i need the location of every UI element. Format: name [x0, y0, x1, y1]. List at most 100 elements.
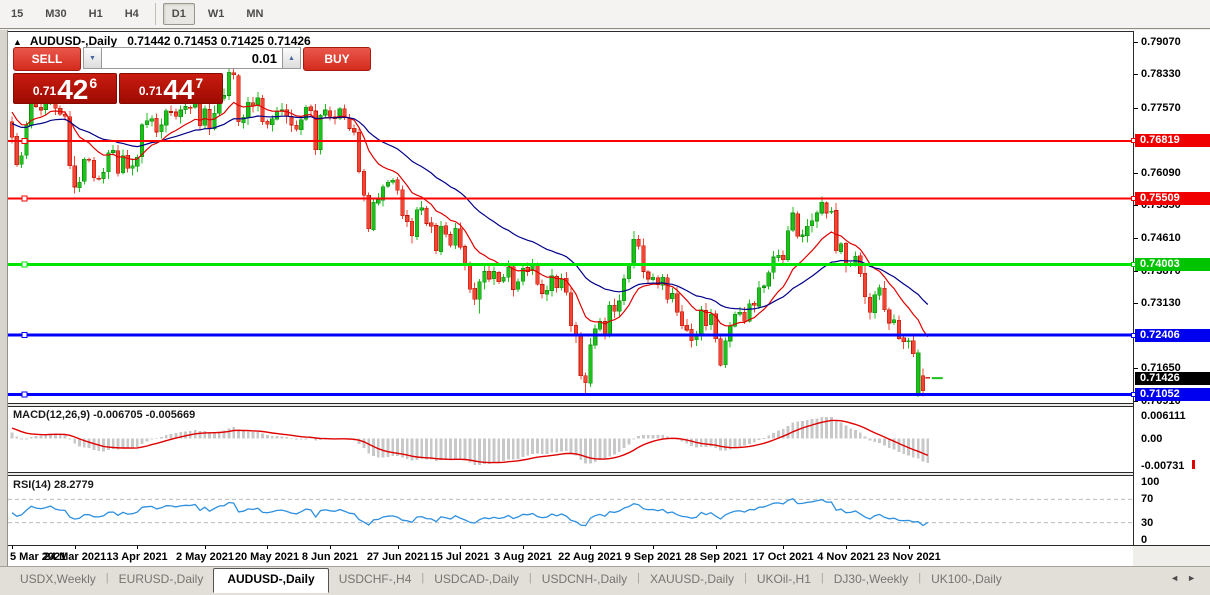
timeframe-button-m30[interactable]: M30	[45, 8, 67, 20]
separator-macd-rsi-bottom	[8, 475, 1210, 476]
tab-scroll-right-icon[interactable]: ►	[1187, 573, 1196, 583]
tab-scrollers: ◄ ►	[1170, 567, 1210, 583]
volume-input[interactable]	[102, 47, 282, 69]
tab-uk100-daily[interactable]: UK100-,Daily	[931, 572, 1002, 586]
price-tick-mark	[1134, 42, 1138, 43]
symbol-title: AUDUSD-,Daily	[29, 34, 118, 48]
price-tick-mark	[1134, 205, 1138, 206]
window-left-edge	[0, 30, 8, 595]
date-tick-mark	[330, 546, 331, 549]
buy-price-main: 44	[163, 74, 195, 105]
tab-usdcnh-daily[interactable]: USDCNH-,Daily	[541, 572, 628, 586]
price-tick-mark	[1134, 108, 1138, 109]
macd-current-marker	[1192, 460, 1195, 469]
tab-usdx-weekly[interactable]: USDX,Weekly	[20, 572, 96, 586]
tab-dj30-weekly[interactable]: DJ30-,Weekly	[833, 572, 909, 586]
rsi-scale-label: 0	[1141, 534, 1148, 546]
sell-price-box[interactable]: 0.71 42 6	[13, 73, 117, 104]
hline-axis-handle[interactable]	[1131, 196, 1136, 201]
price-tick-label: 0.76090	[1141, 167, 1181, 179]
hline-axis-handle[interactable]	[1131, 138, 1136, 143]
price-tick-mark	[1134, 74, 1138, 75]
timeframe-button-mn[interactable]: MN	[246, 8, 264, 20]
hline-axis-handle[interactable]	[1131, 392, 1136, 397]
volume-decrease-button[interactable]: ▼	[83, 47, 102, 69]
date-tick-mark	[75, 546, 76, 549]
level-price-badge: 0.72406	[1135, 329, 1210, 342]
hline-axis-handle[interactable]	[1131, 262, 1136, 267]
ohlc-quotes: 0.71442 0.71453 0.71425 0.71426	[127, 34, 311, 48]
volume-increase-button[interactable]: ▲	[282, 47, 301, 69]
hline-0.72406[interactable]	[8, 332, 1133, 339]
sell-price-main: 42	[57, 74, 89, 105]
collapse-triangle-icon[interactable]: ▲	[13, 37, 22, 47]
hline-axis-handle[interactable]	[1131, 333, 1136, 338]
hline-0.75509[interactable]	[8, 195, 1133, 202]
hline-0.71052[interactable]	[8, 391, 1133, 398]
tab-xauusd-daily[interactable]: XAUUSD-,Daily	[649, 572, 734, 586]
tab-usdcad-daily[interactable]: USDCAD-,Daily	[434, 572, 519, 586]
separator-macd-rsi-gap	[8, 473, 1210, 475]
date-label: 2 May 2021	[175, 551, 235, 563]
date-tick-mark	[909, 546, 910, 549]
separator-main-macd-bottom	[8, 406, 1210, 407]
rsi-label: RSI(14) 28.2779	[13, 479, 94, 491]
tab-usdchf-h4[interactable]: USDCHF-,H4	[338, 572, 412, 586]
sell-price-pip: 6	[89, 75, 98, 91]
chart-top-border	[8, 31, 1210, 32]
buy-price-prefix: 0.71	[138, 84, 163, 98]
tab-separator: |	[918, 572, 922, 584]
symbol-tab-bar: USDX,Weekly | EURUSD-,Daily AUDUSD-,Daily US…	[0, 566, 1210, 595]
date-tick-mark	[137, 546, 138, 549]
tab-separator: |	[421, 572, 425, 584]
separator-macd-rsi-top[interactable]	[8, 472, 1210, 473]
sell-price-prefix: 0.71	[32, 84, 57, 98]
price-tick-mark	[1134, 238, 1138, 239]
rsi-scale-label: 100	[1141, 476, 1160, 488]
rsi-scale-label: 70	[1141, 493, 1154, 505]
price-tick-mark	[1134, 271, 1138, 272]
rsi-line	[11, 497, 929, 527]
tab-scroll-left-icon[interactable]: ◄	[1170, 573, 1180, 583]
date-label: 3 Aug 2021	[494, 551, 552, 563]
tab-separator: |	[528, 572, 532, 584]
date-label: 5 Mar 2021	[10, 551, 67, 563]
rsi-indicator-chart[interactable]	[8, 476, 1133, 545]
level-price-badge: 0.75509	[1135, 192, 1210, 205]
main-price-chart[interactable]	[8, 30, 1133, 403]
price-tick-label: 0.75350	[1141, 199, 1181, 211]
date-label: 20 May 2021	[234, 551, 300, 563]
date-axis[interactable]: 5 Mar 2021 24 Mar 2021 13 Apr 2021 2 May 20…	[8, 546, 1133, 566]
volume-stepper: ▼ ▲	[83, 47, 301, 69]
date-tick-mark	[783, 546, 784, 549]
date-tick-mark	[205, 546, 206, 549]
timeframe-button-d1[interactable]: D1	[162, 3, 195, 25]
current-price-badge: 0.71426	[1135, 372, 1210, 385]
price-tick-label: 0.74610	[1141, 232, 1181, 244]
level-price-badge: 0.76819	[1135, 134, 1210, 147]
tab-eurusd-daily[interactable]: EURUSD-,Daily	[118, 572, 204, 586]
date-tick-mark	[716, 546, 717, 549]
timeframe-button-h4[interactable]: H4	[124, 8, 139, 20]
buy-button[interactable]: BUY	[303, 47, 371, 71]
tab-separator: |	[744, 572, 747, 584]
price-scale[interactable]: 0.79070 0.78330 0.77570 0.76090 0.75350 0.746…	[1131, 31, 1210, 546]
separator-main-macd-gap	[8, 404, 1210, 406]
price-tick-label: 0.73870	[1141, 265, 1181, 277]
timeframe-button-w1[interactable]: W1	[207, 8, 225, 20]
macd-indicator-chart[interactable]	[8, 407, 1133, 472]
date-label: 15 Jul 2021	[430, 551, 490, 563]
tab-separator: |	[637, 572, 640, 584]
price-tick-mark	[1134, 401, 1138, 402]
timeframe-button-15[interactable]: 15	[11, 8, 24, 20]
timeframe-button-h1[interactable]: H1	[88, 8, 103, 20]
hline-0.76819[interactable]	[8, 137, 1133, 144]
sell-button[interactable]: SELL	[13, 47, 81, 71]
hline-0.74003[interactable]	[8, 261, 1133, 268]
buy-price-box[interactable]: 0.71 44 7	[119, 73, 223, 104]
tab-ukoil-h1[interactable]: UKOil-,H1	[756, 572, 811, 586]
date-tick-mark	[846, 546, 847, 549]
tab-audusd-daily[interactable]: AUDUSD-,Daily	[213, 568, 329, 593]
separator-main-macd-top[interactable]	[8, 403, 1210, 404]
